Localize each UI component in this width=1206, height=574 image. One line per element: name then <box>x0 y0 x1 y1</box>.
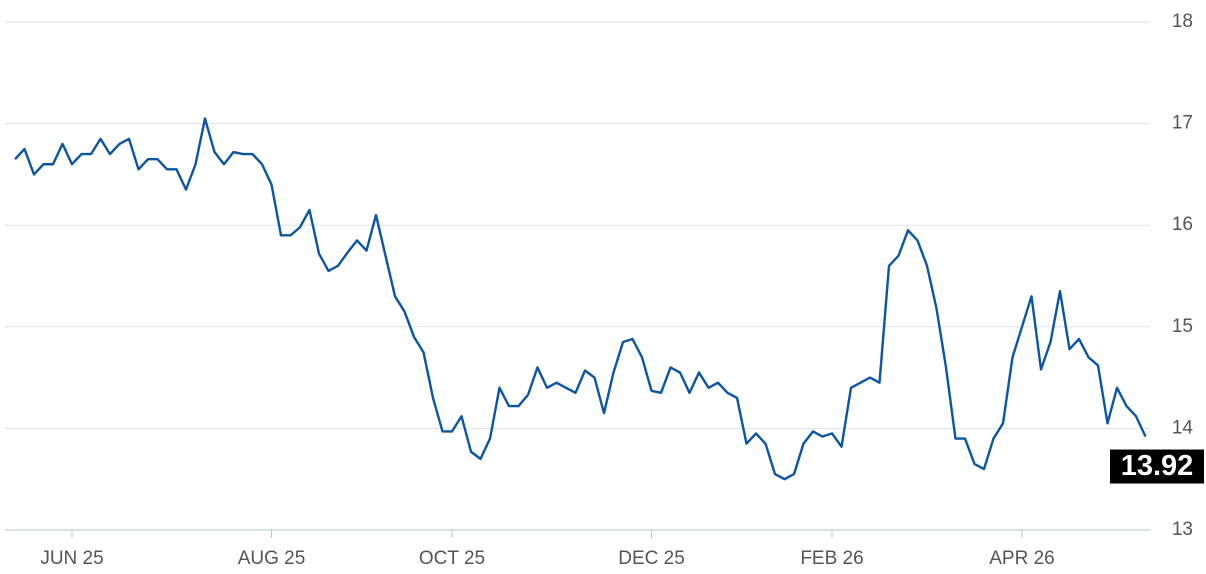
last-value-label: 13.92 <box>1121 450 1194 482</box>
y-tick-label: 16 <box>1172 214 1193 235</box>
y-tick-label: 15 <box>1172 316 1193 337</box>
x-tick-label: DEC 25 <box>618 548 685 569</box>
y-tick-label: 17 <box>1172 113 1193 134</box>
y-tick-label: 13 <box>1172 519 1193 540</box>
x-tick-label: JUN 25 <box>40 548 103 569</box>
x-tick-label: OCT 25 <box>419 548 485 569</box>
price-line <box>14 117 1147 481</box>
y-tick-label: 18 <box>1172 11 1193 32</box>
y-tick-label: 14 <box>1172 417 1194 438</box>
last-value-box <box>1110 449 1204 484</box>
x-tick-label: AUG 25 <box>238 548 306 569</box>
x-tick-label: APR 26 <box>989 548 1054 569</box>
x-tick-label: FEB 26 <box>800 548 863 569</box>
